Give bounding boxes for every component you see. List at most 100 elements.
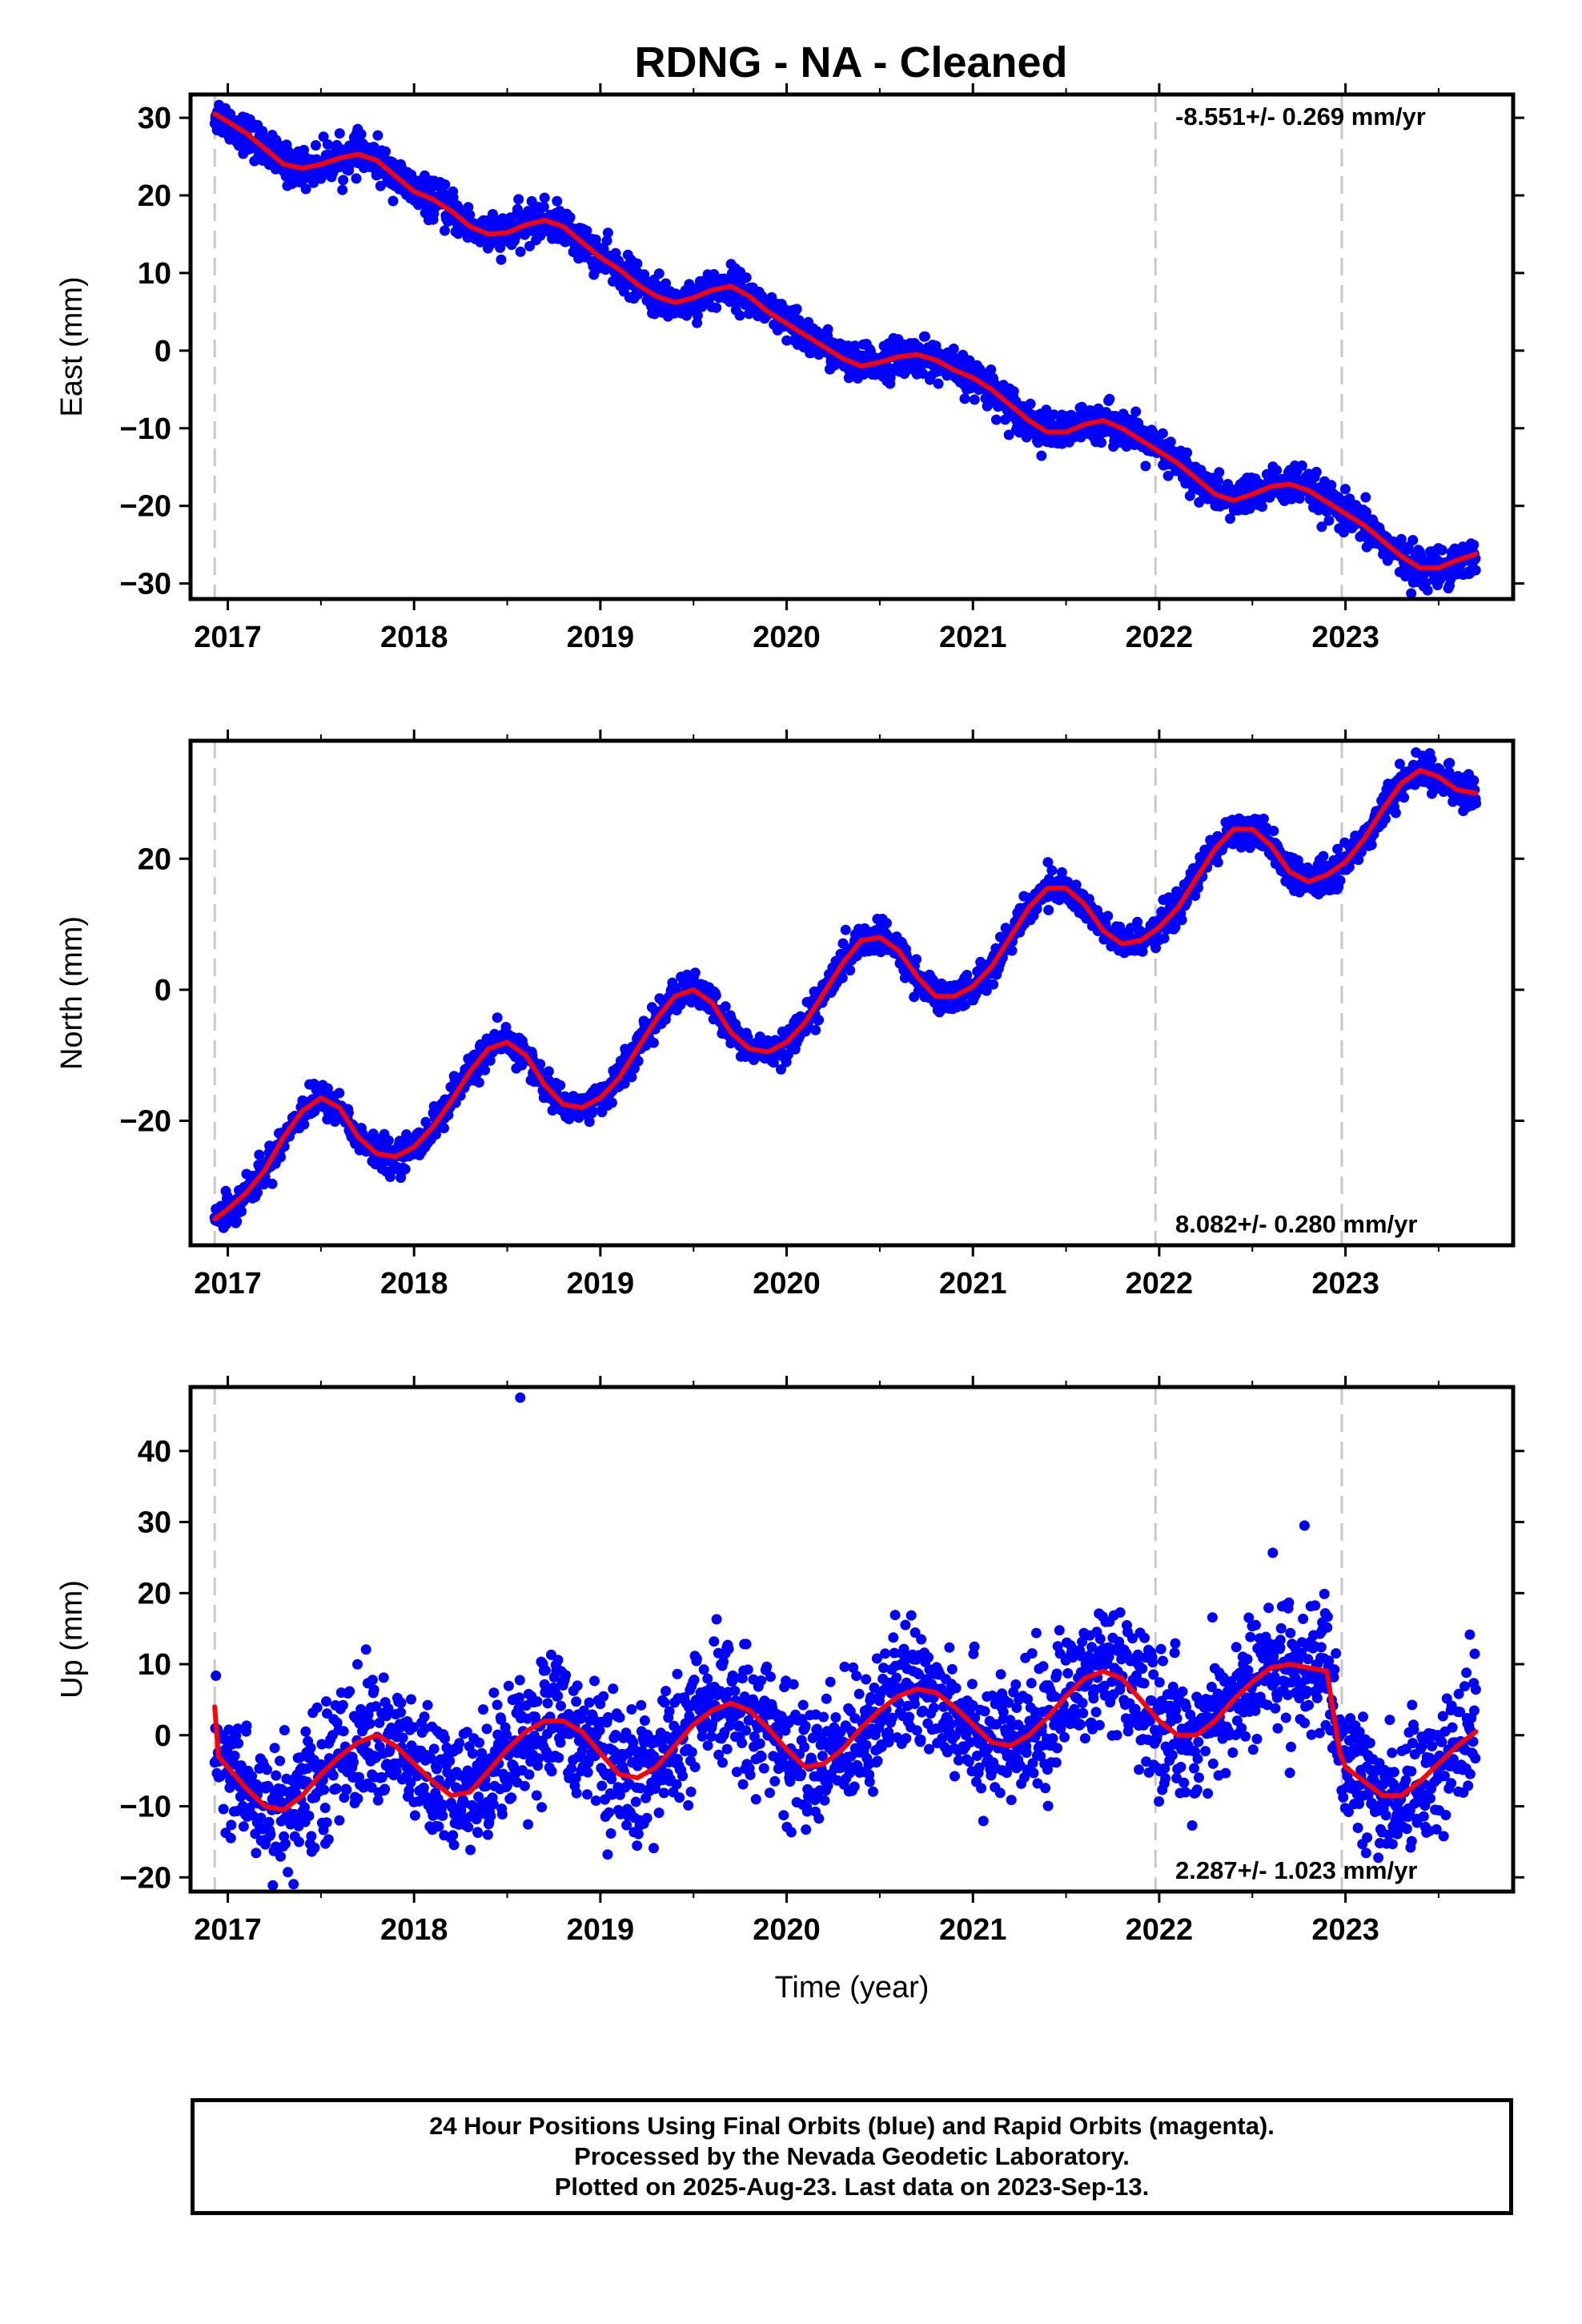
x-tick-label: 2017 — [194, 1267, 262, 1301]
y-tick-label: 0 — [155, 974, 171, 1007]
data-point — [238, 1821, 249, 1832]
data-point — [355, 129, 367, 140]
data-point — [1426, 754, 1437, 765]
data-point — [837, 972, 848, 983]
data-point — [233, 1738, 244, 1749]
data-point — [1399, 792, 1410, 803]
data-point — [351, 173, 362, 184]
data-point — [305, 1743, 316, 1754]
y-tick-label: 30 — [138, 102, 171, 135]
data-point — [1096, 437, 1107, 448]
data-point — [300, 183, 311, 195]
data-point — [267, 1178, 278, 1189]
data-point — [1042, 857, 1054, 868]
data-points — [209, 747, 1482, 1233]
data-point — [275, 1152, 286, 1163]
data-point — [334, 1088, 345, 1099]
data-point — [464, 209, 476, 220]
data-point — [782, 1049, 793, 1060]
x-tick-label: 2021 — [939, 1267, 1007, 1301]
data-point — [535, 230, 546, 241]
data-point — [810, 1024, 821, 1035]
data-point — [348, 1757, 359, 1767]
data-point — [267, 1880, 279, 1891]
data-point — [849, 340, 861, 352]
y-tick-label: −30 — [120, 568, 171, 601]
y-tick-label: 20 — [138, 842, 171, 876]
data-point — [1323, 515, 1335, 526]
data-point — [1296, 460, 1307, 471]
data-point — [1056, 866, 1067, 878]
data-point — [1000, 414, 1011, 425]
x-tick-label: 2023 — [1311, 621, 1379, 654]
rate-annotation: -8.551+/- 0.269 mm/yr — [1175, 103, 1426, 131]
data-point — [1170, 922, 1181, 933]
data-point — [584, 1116, 595, 1128]
data-point — [581, 225, 592, 236]
data-point — [1213, 475, 1223, 486]
data-point — [653, 268, 665, 279]
data-point — [1246, 839, 1257, 850]
panel-3: 2017 2018 2019 2020 2021 2022 2023−20−10010203… — [55, 1376, 1524, 2004]
data-point — [881, 918, 892, 929]
data-point — [1150, 943, 1162, 954]
model-line — [212, 767, 1479, 1222]
data-point — [229, 1751, 240, 1761]
data-point — [1394, 758, 1405, 770]
data-point — [269, 1743, 280, 1754]
data-point — [781, 335, 793, 346]
data-point — [845, 965, 856, 976]
data-point — [626, 1072, 637, 1083]
panel-2: 2017 2018 2019 2020 2021 2022 2023−20020North … — [55, 730, 1524, 1301]
data-point — [515, 246, 526, 257]
data-point — [327, 1770, 339, 1781]
data-point — [1395, 533, 1407, 545]
data-point — [255, 1812, 267, 1823]
x-tick-label: 2018 — [380, 1267, 448, 1301]
x-tick-label: 2022 — [1126, 1267, 1194, 1301]
data-point — [283, 1867, 294, 1878]
data-point — [1360, 492, 1371, 503]
data-point — [338, 1726, 349, 1737]
y-axis-label: North (mm) — [55, 916, 89, 1070]
data-point — [776, 1063, 786, 1075]
x-tick-label: 2019 — [567, 1267, 635, 1301]
data-point — [1157, 428, 1168, 439]
data-point — [448, 192, 459, 203]
data-point — [535, 1059, 546, 1070]
data-point — [495, 242, 506, 253]
data-point — [1470, 565, 1481, 576]
data-point — [1031, 903, 1042, 915]
x-tick-label: 2020 — [753, 621, 821, 654]
data-point — [1444, 758, 1456, 769]
data-point — [265, 1829, 276, 1839]
x-tick-label: 2022 — [1126, 621, 1194, 654]
data-point — [754, 1031, 765, 1042]
data-point — [1043, 904, 1054, 915]
data-point — [948, 344, 959, 354]
data-point — [1086, 409, 1098, 420]
data-point — [500, 1022, 512, 1032]
data-point — [231, 1216, 243, 1227]
data-point — [288, 1879, 299, 1890]
data-point — [1380, 814, 1391, 825]
y-tick-label: 10 — [138, 257, 171, 291]
data-point — [959, 393, 970, 404]
data-point — [791, 304, 802, 315]
data-point — [300, 1726, 311, 1737]
data-point — [711, 302, 722, 313]
data-point — [917, 368, 929, 379]
data-point — [1318, 850, 1329, 862]
panel-1: 2017 2018 2019 2020 2021 2022 2023−30−20−10010… — [55, 83, 1524, 654]
data-point — [352, 1793, 363, 1804]
data-point — [311, 1702, 323, 1713]
data-point — [492, 1012, 503, 1023]
data-point — [988, 979, 999, 990]
data-point — [1140, 460, 1151, 472]
data-point — [473, 1077, 484, 1088]
data-point — [352, 1659, 363, 1670]
data-point — [1258, 814, 1269, 824]
y-tick-label: −20 — [120, 1105, 171, 1139]
data-points — [209, 99, 1481, 599]
data-point — [251, 1848, 262, 1859]
